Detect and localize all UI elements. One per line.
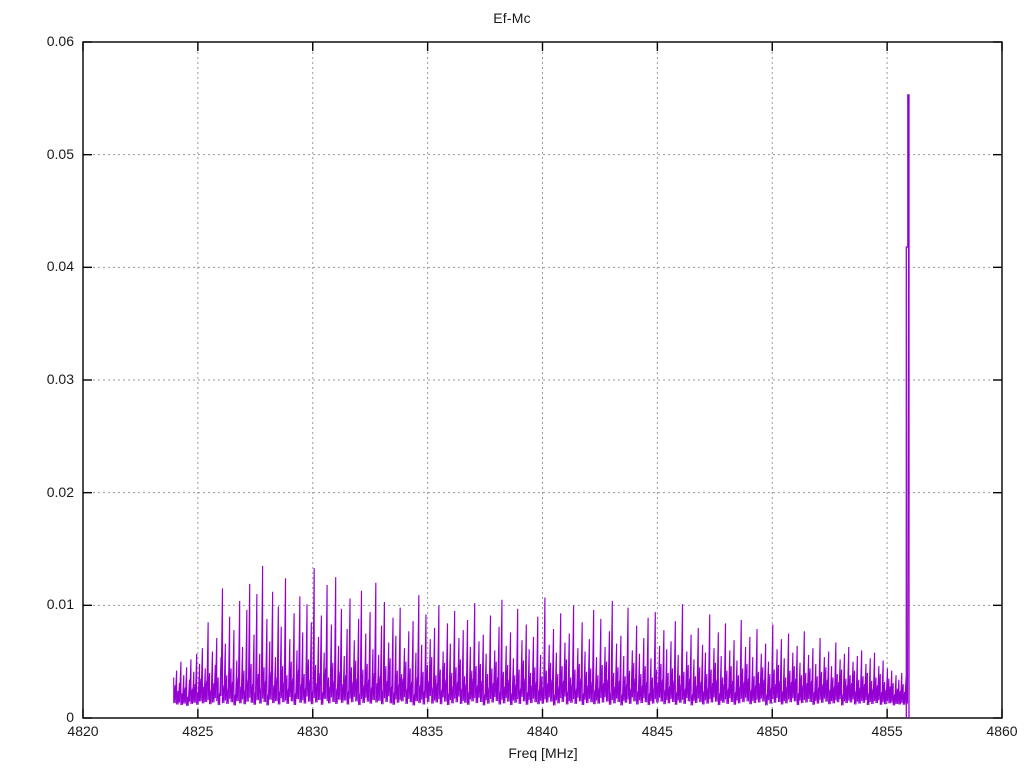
y-tick-label: 0.04 (46, 258, 74, 275)
x-tick-label: 4845 (641, 723, 673, 739)
x-tick-label: 4820 (67, 723, 99, 739)
y-tick-label: 0.06 (46, 33, 74, 49)
x-tick-label: 4860 (986, 723, 1018, 739)
chart-title: Ef-Mc (493, 10, 531, 26)
series-path (173, 94, 910, 706)
y-tick-label: 0.02 (46, 483, 74, 500)
y-tick-label: 0.03 (46, 371, 74, 387)
peak-marker (905, 94, 910, 718)
x-tick-label: 4825 (182, 723, 214, 739)
x-axis-label: Freq [MHz] (508, 745, 578, 761)
y-tick-label: 0 (66, 709, 74, 725)
y-tick-label: 0.05 (46, 145, 74, 162)
x-tick-label: 4830 (297, 723, 329, 739)
x-tick-label: 4835 (412, 723, 444, 739)
x-tick-label: 4855 (871, 723, 903, 739)
x-tick-label: 4850 (756, 723, 788, 739)
x-tick-label: 4840 (526, 723, 559, 739)
plot-frame (82, 41, 1003, 719)
gridlines (83, 42, 1002, 718)
y-tick-label: 0.01 (46, 596, 74, 613)
data-series-ef-mc (173, 94, 910, 718)
